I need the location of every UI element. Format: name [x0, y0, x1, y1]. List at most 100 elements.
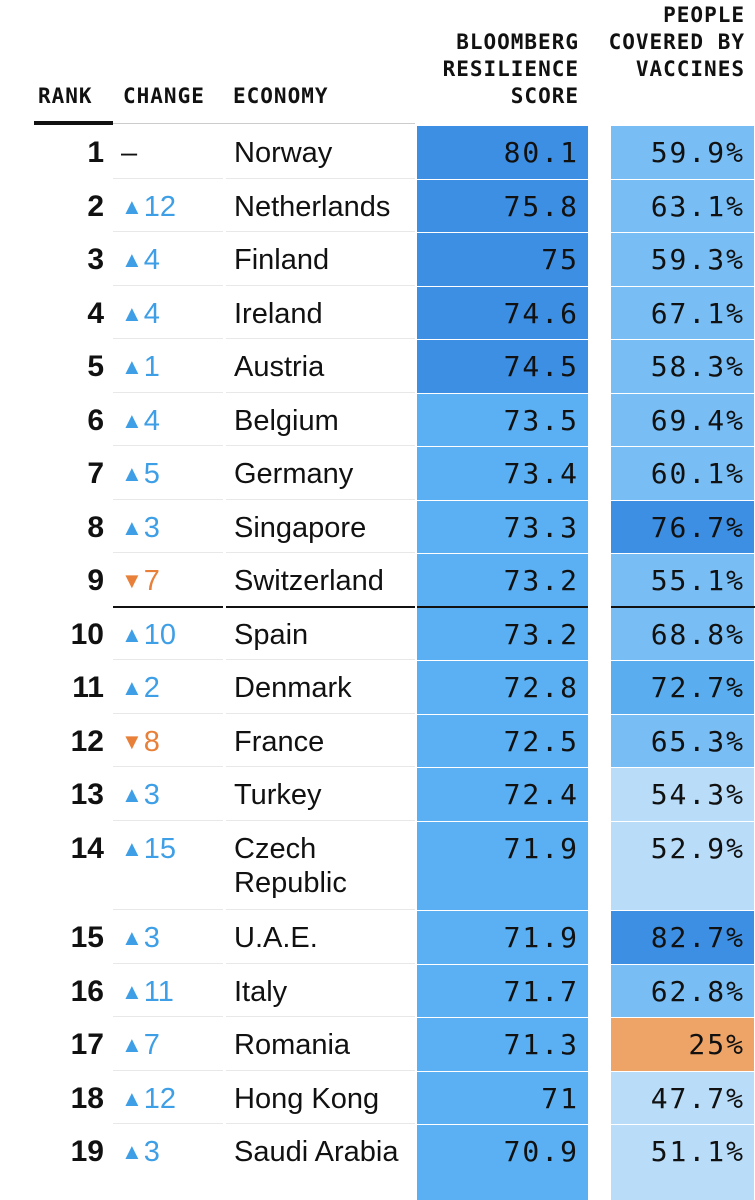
change-cell: ▼7: [121, 564, 160, 600]
row-divider: [226, 552, 415, 553]
up-arrow-icon: ▲: [121, 515, 143, 540]
table-row: 72.8 72.7% 11 ▲2 Denmark: [0, 661, 755, 714]
change-value: 5: [143, 458, 160, 490]
vaccine-coverage-cell: 65.3%: [611, 715, 754, 767]
rank-cell: 16: [70, 975, 104, 1008]
row-divider: [113, 713, 223, 714]
score-cell: 80.1: [417, 126, 588, 179]
economy-cell: Belgium: [234, 405, 339, 437]
rank-cell: 10: [70, 618, 104, 651]
row-divider: [226, 178, 415, 179]
rank-cell: 18: [70, 1082, 104, 1115]
header-divider: [113, 123, 415, 124]
vaccine-coverage-cell: 58.3%: [611, 340, 754, 393]
table-row: 72.4 54.3% 13 ▲3 Turkey: [0, 768, 755, 821]
header-vaccines: PEOPLE COVERED BY VACCINES: [608, 3, 745, 81]
row-divider: [226, 445, 415, 446]
table-row: 73.3 76.7% 8 ▲3 Singapore: [0, 501, 755, 553]
rank-cell: 15: [70, 921, 104, 954]
change-cell: ▲7: [121, 1028, 160, 1064]
rank-cell: 17: [70, 1028, 104, 1061]
row-divider: [113, 766, 223, 767]
vaccine-coverage-cell: 25%: [611, 1018, 754, 1071]
row-divider: [113, 820, 223, 821]
score-cell: 71: [417, 1072, 588, 1124]
up-arrow-icon: ▲: [121, 1086, 143, 1111]
row-divider: [113, 963, 223, 964]
vaccine-coverage-cell: 67.1%: [611, 287, 754, 339]
economy-cell: Saudi Arabia: [234, 1136, 399, 1168]
down-arrow-icon: ▼: [121, 729, 143, 754]
row-divider: [113, 1016, 223, 1017]
change-value: –: [121, 137, 138, 169]
economy-cell: Denmark: [234, 672, 352, 704]
table-row: 71.9 52.9% 14 ▲15 Czech Republic: [0, 822, 755, 910]
score-cell: 71.9: [417, 911, 588, 964]
row-divider: [226, 713, 415, 714]
top-ten-divider: [113, 606, 223, 608]
score-cell: 71.7: [417, 965, 588, 1017]
change-value: 3: [143, 1136, 160, 1168]
change-cell: ▲1: [121, 350, 160, 386]
up-arrow-icon: ▲: [121, 354, 143, 379]
row-divider: [113, 1070, 223, 1071]
economy-cell: Austria: [234, 351, 325, 383]
change-value: 4: [143, 405, 160, 437]
vaccine-coverage-cell: 63.1%: [611, 180, 754, 232]
table-row: 71.7 62.8% 16 ▲11 Italy: [0, 965, 755, 1017]
table-row: 71.3 25% 17 ▲7 Romania: [0, 1018, 755, 1071]
table-row: 80.1 59.9% 1– Norway: [0, 126, 755, 179]
rank-cell: 6: [87, 404, 104, 437]
top-ten-divider: [611, 606, 755, 608]
vaccine-coverage-cell: 76.7%: [611, 501, 754, 553]
rank-sort-indicator: [34, 121, 113, 125]
vaccine-coverage-cell: 55.1%: [611, 554, 754, 607]
table-row: 73.4 60.1% 7 ▲5 Germany: [0, 447, 755, 500]
rank-cell: 2: [87, 190, 104, 223]
table-row: 71 47.7% 18 ▲12 Hong Kong: [0, 1072, 755, 1124]
up-arrow-icon: ▲: [121, 301, 143, 326]
change-value: 3: [143, 512, 160, 544]
economy-cell: Ireland: [234, 298, 323, 330]
change-cell: ▼8: [121, 725, 160, 761]
rank-cell: 8: [87, 511, 104, 544]
row-divider: [226, 338, 415, 339]
change-value: 3: [143, 779, 160, 811]
change-value: 7: [143, 565, 160, 597]
economy-cell: Romania: [234, 1029, 351, 1061]
table-row: 73.5 69.4% 6 ▲4 Belgium: [0, 394, 755, 446]
change-cell: ▲5: [121, 457, 160, 493]
row-divider: [226, 1123, 415, 1124]
change-value: 10: [143, 619, 177, 651]
table-row: 75.8 63.1% 2 ▲12 Netherlands: [0, 180, 755, 232]
score-cell: 72.5: [417, 715, 588, 767]
change-cell: ▲3: [121, 921, 160, 957]
economy-cell: France: [234, 726, 325, 758]
change-cell: ▲4: [121, 297, 160, 333]
change-cell: ▲12: [121, 190, 176, 226]
down-arrow-icon: ▼: [121, 568, 143, 593]
vaccine-coverage-cell: 68.8%: [611, 608, 754, 660]
table-row: 73.2 55.1% 9 ▼7 Switzerland: [0, 554, 755, 608]
change-value: 3: [143, 922, 160, 954]
change-cell: ▲3: [121, 1135, 160, 1171]
change-value: 8: [143, 726, 160, 758]
vaccine-coverage-cell: 59.9%: [611, 126, 754, 179]
change-cell: ▲3: [121, 778, 160, 814]
economy-cell: Netherlands: [234, 191, 391, 223]
change-value: 12: [143, 1083, 177, 1115]
vaccine-coverage-cell: 59.3%: [611, 233, 754, 286]
row-divider: [226, 820, 415, 821]
score-cell: 74.5: [417, 340, 588, 393]
table-row: 70.9 51.1% 19 ▲3 Saudi Arabia: [0, 1125, 755, 1200]
row-divider: [226, 499, 415, 500]
score-cell: 73.5: [417, 394, 588, 446]
score-cell: 73.2: [417, 608, 588, 660]
vaccine-coverage-cell: 69.4%: [611, 394, 754, 446]
vaccine-coverage-cell: 82.7%: [611, 911, 754, 964]
up-arrow-icon: ▲: [121, 925, 143, 950]
vaccine-coverage-cell: 62.8%: [611, 965, 754, 1017]
change-value: 4: [143, 244, 160, 276]
change-cell: ▲4: [121, 404, 160, 440]
rank-cell: 4: [87, 297, 104, 330]
